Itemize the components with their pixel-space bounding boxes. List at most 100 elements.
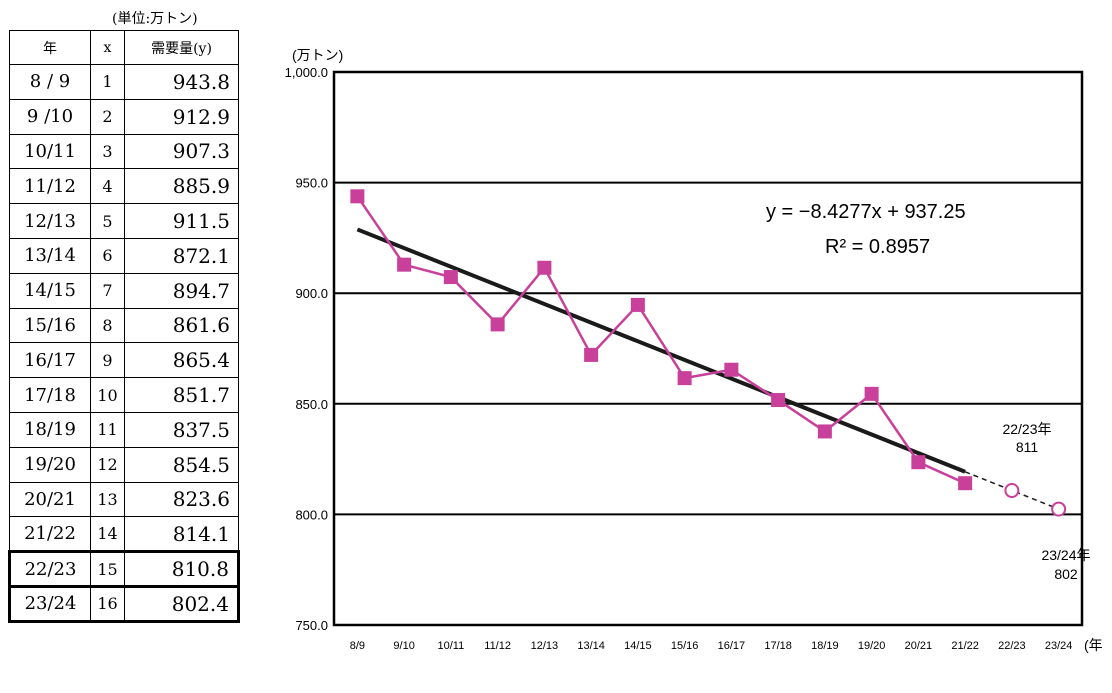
data-point [724,362,739,377]
data-point [350,189,365,204]
cell-demand: 872.1 [124,237,239,274]
cell-x: 1 [90,64,125,100]
x-tick-label: 15/16 [671,640,699,652]
cell-demand: 861.6 [124,307,239,344]
table-row: 18/19 11 837.5 [9,411,239,448]
forecast-label-value: 802 [1054,566,1078,582]
cell-x: 11 [90,411,125,448]
y-tick-label: 850.0 [295,397,328,412]
table-row: 19/20 12 854.5 [9,446,239,483]
table-row: 23/24 16 802.4 [8,584,240,623]
regression-equation: y = −8.4277x + 937.25 [766,201,966,223]
table-row: 20/21 13 823.6 [9,481,239,518]
data-point [397,257,412,272]
cell-demand: 851.7 [124,377,239,413]
cell-year: 13/14 [9,237,91,274]
data-point [443,270,458,285]
cell-x: 15 [90,550,125,588]
x-tick-label: 9/10 [393,640,414,652]
cell-year: 19/20 [9,446,91,483]
cell-year: 23/24 [8,584,91,623]
forecast-label-year: 22/23年 [1002,421,1051,437]
cell-year: 18/19 [9,411,91,448]
cell-year: 10/11 [9,133,91,170]
unit-note: (単位:万トン) [112,11,198,27]
cell-demand: 814.1 [124,516,239,553]
cell-year: 8 / 9 [9,64,91,100]
y-tick-label: 800.0 [295,507,328,522]
x-tick-label: 8/9 [350,640,365,652]
r-squared-value: R² = 0.8957 [825,236,930,258]
cell-x: 4 [90,168,125,205]
data-point [771,393,786,408]
x-axis-label: (年) [1084,637,1102,653]
cell-demand: 810.8 [124,550,240,588]
cell-x: 16 [90,584,125,623]
y-tick-label: 950.0 [295,176,328,191]
cell-x: 12 [90,446,125,483]
series-line [356,195,966,485]
x-tick-label: 21/22 [951,640,979,652]
x-tick-label: 10/11 [438,640,465,652]
cell-x: 13 [90,481,125,518]
cell-year: 16/17 [9,342,91,379]
header-demand: 需要量(y) [124,30,239,65]
table-row: 15/16 8 861.6 [9,307,239,344]
cell-x: 7 [90,272,125,309]
cell-demand: 865.4 [124,342,239,379]
data-point [911,455,926,470]
forecast-point [1051,501,1067,517]
trendline-solid [356,227,966,474]
plot-frame [332,70,1084,627]
x-tick-label: 18/19 [811,640,839,652]
data-point [677,371,692,386]
demand-chart: 750.0 800.0 850.0 900.0 950.0 1,000.0 8/9 9/10 1… [285,47,1102,653]
y-axis-label: (万トン) [292,47,343,63]
header-x: x [90,30,125,65]
x-tick-label: 19/20 [858,640,886,652]
cell-year: 15/16 [9,307,91,344]
data-point [584,347,599,362]
data-point [864,386,879,401]
table-row: 14/15 7 894.7 [9,272,239,309]
x-tick-label: 22/23 [998,640,1026,652]
y-tick-label: 900.0 [295,286,328,301]
cell-demand: 885.9 [124,168,239,205]
x-tick-label: 12/13 [531,640,559,652]
table-header-row: 年 x 需要量(y) [9,30,239,65]
x-tick-label: 17/18 [764,640,792,652]
x-tick-label: 11/12 [484,640,511,652]
cell-year: 14/15 [9,272,91,309]
cell-x: 8 [90,307,125,344]
cell-demand: 854.5 [124,446,239,483]
cell-demand: 912.9 [124,98,239,135]
table-row: 22/23 15 810.8 [8,550,240,588]
forecast-label-value: 811 [1016,439,1039,455]
cell-year: 17/18 [9,377,91,413]
table-row: 10/11 3 907.3 [9,133,239,170]
y-tick-label: 1,000.0 [285,65,328,80]
cell-year: 9 /10 [9,98,91,135]
table-row: 16/17 9 865.4 [9,342,239,379]
table-row: 21/22 14 814.1 [9,516,239,553]
cell-x: 6 [90,237,125,274]
cell-x: 2 [90,98,125,135]
table-row: 11/12 4 885.9 [9,168,239,205]
cell-year: 12/13 [9,203,91,239]
table-row: 8 / 9 1 943.8 [9,64,239,100]
table-row: 12/13 5 911.5 [9,203,239,239]
data-point [630,297,645,312]
cell-year: 11/12 [9,168,91,205]
table-row: 13/14 6 872.1 [9,237,239,274]
cell-demand: 823.6 [124,481,239,518]
cell-x: 5 [90,203,125,239]
header-year: 年 [9,30,91,65]
forecast-label-year: 23/24年 [1041,547,1090,563]
data-table: 年 x 需要量(y) 8 / 9 1 943.8 9 /10 2 912.9 10/11 3 9… [8,30,240,623]
cell-demand: 943.8 [124,64,239,100]
data-point [958,476,973,491]
cell-x: 10 [90,377,125,413]
trendline-dashed [964,471,1059,510]
cell-year: 22/23 [8,550,91,588]
cell-demand: 894.7 [124,272,239,309]
